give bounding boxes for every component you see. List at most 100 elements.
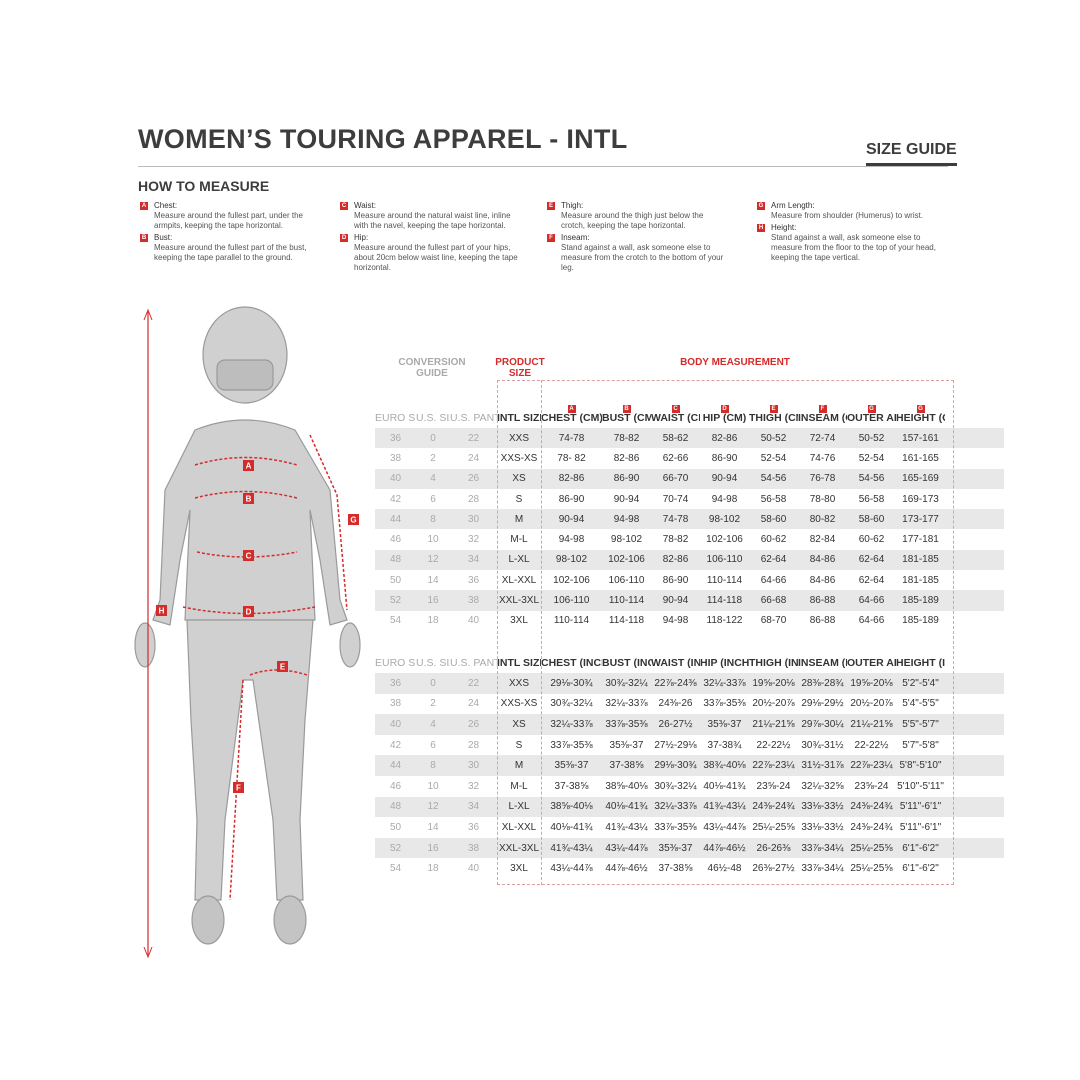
measurement-cell: 74-76	[809, 452, 836, 464]
conversion-cell: 16	[416, 837, 450, 859]
instruction-item: H Height: Stand against a wall, ask someon…	[757, 223, 937, 263]
svg-text:C: C	[246, 552, 252, 561]
conversion-guide-heading: CONVERSION GUIDE	[398, 357, 466, 379]
measurement-cell: 32¼-33⅞	[605, 698, 648, 710]
letter-badge: G	[916, 405, 925, 413]
conversion-cell: 2	[430, 452, 436, 464]
table-row: 42 6 28 S 33⅞-35⅜ 35⅜-37 27½-29⅛ 37-38¾ 22-22½ 30…	[375, 735, 1004, 756]
figure-label-e: E	[277, 661, 288, 672]
measurement-cell: 26-26⅜	[749, 837, 798, 859]
conversion-cell: 0	[416, 673, 450, 694]
measurement-header: WAIST (INCHES)	[651, 657, 700, 669]
measurement-cell: 28⅜-28¾	[798, 673, 847, 694]
measurement-cell: 161-165	[902, 452, 939, 464]
measurement-cell: 66-68	[749, 590, 798, 611]
measurement-cell: 102-106	[706, 534, 743, 546]
bust-line	[194, 490, 298, 499]
measurement-cell: 22⅞-23¼	[847, 755, 896, 776]
measurement-cell: 46½-48	[707, 863, 742, 875]
measurement-cell: 58-62	[651, 428, 700, 449]
measurement-header: D HIP (CM)	[702, 405, 747, 424]
measurement-cell: 58-60	[847, 509, 896, 530]
measurement-header: BUST (INCHES)	[602, 657, 651, 669]
measurement-cell: 94-98	[602, 509, 651, 530]
product-size-heading: PRODUCT SIZE	[495, 357, 545, 379]
body-figure: A B C D E F G H	[134, 306, 361, 959]
instruction-item: G Arm Length: Measure from shoulder (Humer…	[757, 201, 937, 221]
conversion-cell: 34	[450, 549, 497, 571]
figure-label-h: H	[156, 605, 167, 616]
intl-size-cell: XXL-3XL	[497, 590, 541, 611]
measurement-cell: 157-161	[896, 428, 945, 449]
figure-label-d: D	[243, 606, 254, 617]
measurement-cell: 25¼-25⅝	[847, 837, 896, 859]
svg-text:B: B	[246, 495, 252, 504]
svg-text:E: E	[280, 663, 286, 672]
conversion-cell: 38	[389, 452, 402, 464]
measurement-cell: 33⅛-33½	[801, 821, 844, 833]
conversion-cell: 32	[467, 534, 480, 546]
measurement-cell: 106-110	[541, 590, 602, 611]
measurement-cell: 24⅜-24¾	[749, 796, 798, 818]
measurement-cell: 6'1"-6'2"	[896, 837, 945, 859]
instruction-item: E Thigh: Measure around the thigh just bel…	[547, 201, 727, 231]
measurement-cell: 6'1"-6'2"	[902, 863, 939, 875]
table-row: 42 6 28 S 86-90 90-94 70-74 94-98 56-58 78-80 56-5…	[375, 489, 1004, 509]
measurement-cell: 74-78	[651, 509, 700, 530]
measurement-cell: 78-82	[662, 534, 689, 546]
intl-size-cell: XXS	[497, 428, 541, 449]
letter-badge: D	[340, 234, 348, 242]
instruction-title: Inseam:	[561, 233, 590, 242]
measurement-cell: 32¼-33⅞	[541, 714, 602, 735]
measurement-cell: 94-98	[558, 534, 585, 546]
conversion-cell: 42	[389, 493, 402, 505]
measurement-cell: 94-98	[711, 493, 738, 505]
measurement-cell: 25¼-25⅝	[850, 863, 893, 875]
measurement-cell: 33⅞-35⅜	[654, 821, 697, 833]
measurement-cell: 40⅛-41¾	[550, 821, 593, 833]
measurement-cell: 62-64	[749, 549, 798, 571]
measurement-cell: 98-102	[610, 534, 643, 546]
measurement-cell: 33⅞-35⅜	[703, 698, 746, 710]
conversion-cell: 38	[389, 698, 402, 710]
title-divider	[138, 166, 948, 167]
letter-badge: F	[818, 405, 827, 413]
measurement-header: OUTER ARM (INCHES)	[847, 657, 896, 669]
measurement-cell: 82-86	[651, 549, 700, 571]
letter-badge: C	[340, 202, 348, 210]
measurement-cell: 22⅞-24⅜	[651, 673, 700, 694]
table-row: 40 4 26 XS 82-86 86-90 66-70 90-94 54-56 76-78 54-…	[375, 468, 1004, 489]
thigh-line	[249, 669, 308, 676]
right-glove	[339, 622, 361, 668]
measurement-cell: 21¼-21⅝	[847, 714, 896, 735]
measurement-cell: 177-181	[902, 534, 939, 546]
conversion-cell: 26	[450, 468, 497, 489]
measurement-header: THIGH (INCHES)	[749, 657, 798, 669]
intl-size-cell: XXL-3XL	[497, 837, 541, 859]
table-row: 38 2 24 XXS-XS 78- 82 82-86 62-66 86-90 52-54 74-…	[375, 448, 1004, 468]
intl-size-header: INTL SIZE	[497, 412, 541, 424]
conversion-header: EURO SIZE	[375, 412, 416, 424]
conversion-cell: 0	[416, 428, 450, 449]
instruction-text: Measure around the fullest part, under t…	[154, 211, 303, 230]
figure-label-b: B	[243, 493, 254, 504]
intl-size-cell: XL-XXL	[501, 821, 537, 833]
measurement-cell: 5'4"-5'5"	[902, 698, 939, 710]
measurement-cell: 30¾-32¼	[550, 698, 593, 710]
measurement-cell: 41¾-43¼	[605, 821, 648, 833]
instruction-column: C Waist: Measure around the natural waist …	[340, 201, 520, 275]
intl-size-cell: M	[497, 755, 541, 776]
table-row: 46 10 32 M-L 37-38⅝ 38⅝-40⅛ 30¾-32¼ 40⅛-41¾ 23⅝-…	[375, 776, 1004, 797]
measurement-cell: 26⅜-27½	[752, 863, 795, 875]
measurement-cell: 44⅞-46½	[700, 837, 749, 859]
conversion-cell: 46	[389, 534, 402, 546]
measurement-cell: 98-102	[541, 549, 602, 571]
measurement-cell: 82-84	[809, 534, 836, 546]
figure-label-a: A	[243, 460, 254, 471]
measurement-cell: 5'5"-5'7"	[896, 714, 945, 735]
conversion-cell: 40	[467, 615, 480, 627]
letter-badge: B	[140, 234, 148, 242]
svg-text:D: D	[246, 608, 252, 617]
measurement-cell: 110-114	[706, 574, 743, 586]
